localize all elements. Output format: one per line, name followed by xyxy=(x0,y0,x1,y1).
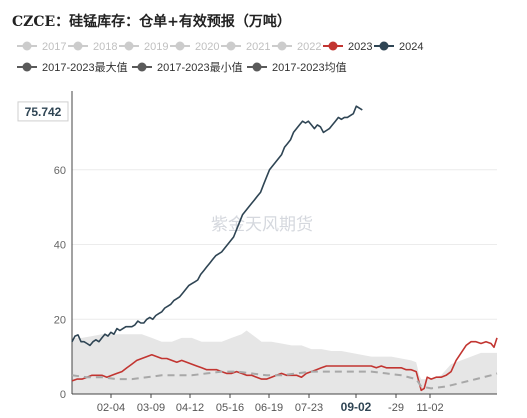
series-line-2023 xyxy=(71,337,498,392)
x-tick-label: 03-09 xyxy=(137,402,165,414)
legend-item-2017-2023最小值: 2017-2023最小值 xyxy=(132,61,243,74)
legend-label: 2021 xyxy=(246,41,270,53)
legend-item-2022: 2022 xyxy=(272,41,321,53)
legend-label: 2022 xyxy=(297,41,321,53)
legend-label: 2023 xyxy=(348,41,372,53)
legend-marker xyxy=(277,41,287,51)
legend-label: 2017-2023均值 xyxy=(272,61,347,74)
legend-label: 2017-2023最大值 xyxy=(42,60,128,74)
y-tick-label: 60 xyxy=(54,165,66,177)
legend-label: 2024 xyxy=(399,41,423,53)
tooltip-box xyxy=(17,101,69,122)
range-band xyxy=(72,330,497,394)
x-tick-label: 05-16 xyxy=(216,402,244,414)
legend-marker xyxy=(175,41,185,51)
tooltip-value: 75.742 xyxy=(25,105,62,119)
legend: 2017 2018 2019 2020 2021 2022 2023 2024 2017-202… xyxy=(17,41,423,74)
x-tick-label: 06-19 xyxy=(255,402,283,414)
legend-marker xyxy=(137,62,147,72)
legend-marker xyxy=(379,41,389,51)
legend-item-2017-2023最大值: 2017-2023最大值 xyxy=(17,60,128,74)
legend-marker xyxy=(22,41,32,51)
legend-item-2017: 2017 xyxy=(17,41,66,53)
series-line-2017-2023均值 xyxy=(71,370,498,390)
legend-label: 2017 xyxy=(42,41,66,53)
legend-item-2023: 2023 xyxy=(323,41,372,53)
y-tick-label: 40 xyxy=(54,240,66,252)
legend-label: 2019 xyxy=(144,41,168,53)
legend-marker xyxy=(328,41,338,51)
value-tooltip: 75.742 xyxy=(17,101,69,122)
legend-item-2019: 2019 xyxy=(119,41,168,53)
legend-item-2017-2023均值: 2017-2023均值 xyxy=(247,61,347,74)
series-lines xyxy=(71,105,498,392)
y-tick-label: 20 xyxy=(54,314,66,326)
x-tick-label: 07-23 xyxy=(295,402,323,414)
legend-marker xyxy=(226,41,236,51)
legend-marker xyxy=(22,62,32,72)
legend-marker xyxy=(73,41,83,51)
legend-label: 2017-2023最小值 xyxy=(157,61,243,74)
x-tick-label: 11-02 xyxy=(416,402,443,414)
x-tick-label: 04-12 xyxy=(176,402,204,414)
legend-item-2021: 2021 xyxy=(221,41,270,53)
legend-label: 2018 xyxy=(93,41,117,53)
x-tick-label: 02-04 xyxy=(97,402,125,414)
axes: 0 20 40 60 02-04 03-09 04-12 05-16 06-19 07-23 09-… xyxy=(54,91,497,414)
chart-title: CZCE：硅锰库存：仓单+有效预报（万吨） xyxy=(12,14,291,30)
band-area xyxy=(72,330,497,394)
series-line-2024 xyxy=(71,105,363,347)
watermark: 紫金天风期货 xyxy=(211,215,313,235)
legend-label: 2020 xyxy=(195,41,219,53)
legend-item-2018: 2018 xyxy=(68,41,117,53)
x-tick-label: -29 xyxy=(388,402,404,414)
legend-item-2024: 2024 xyxy=(374,41,423,53)
x-tick-label: 09-02 xyxy=(341,400,372,414)
y-tick-label: 0 xyxy=(60,389,66,401)
legend-marker xyxy=(252,62,262,72)
legend-marker xyxy=(124,41,134,51)
legend-item-2020: 2020 xyxy=(170,41,219,53)
